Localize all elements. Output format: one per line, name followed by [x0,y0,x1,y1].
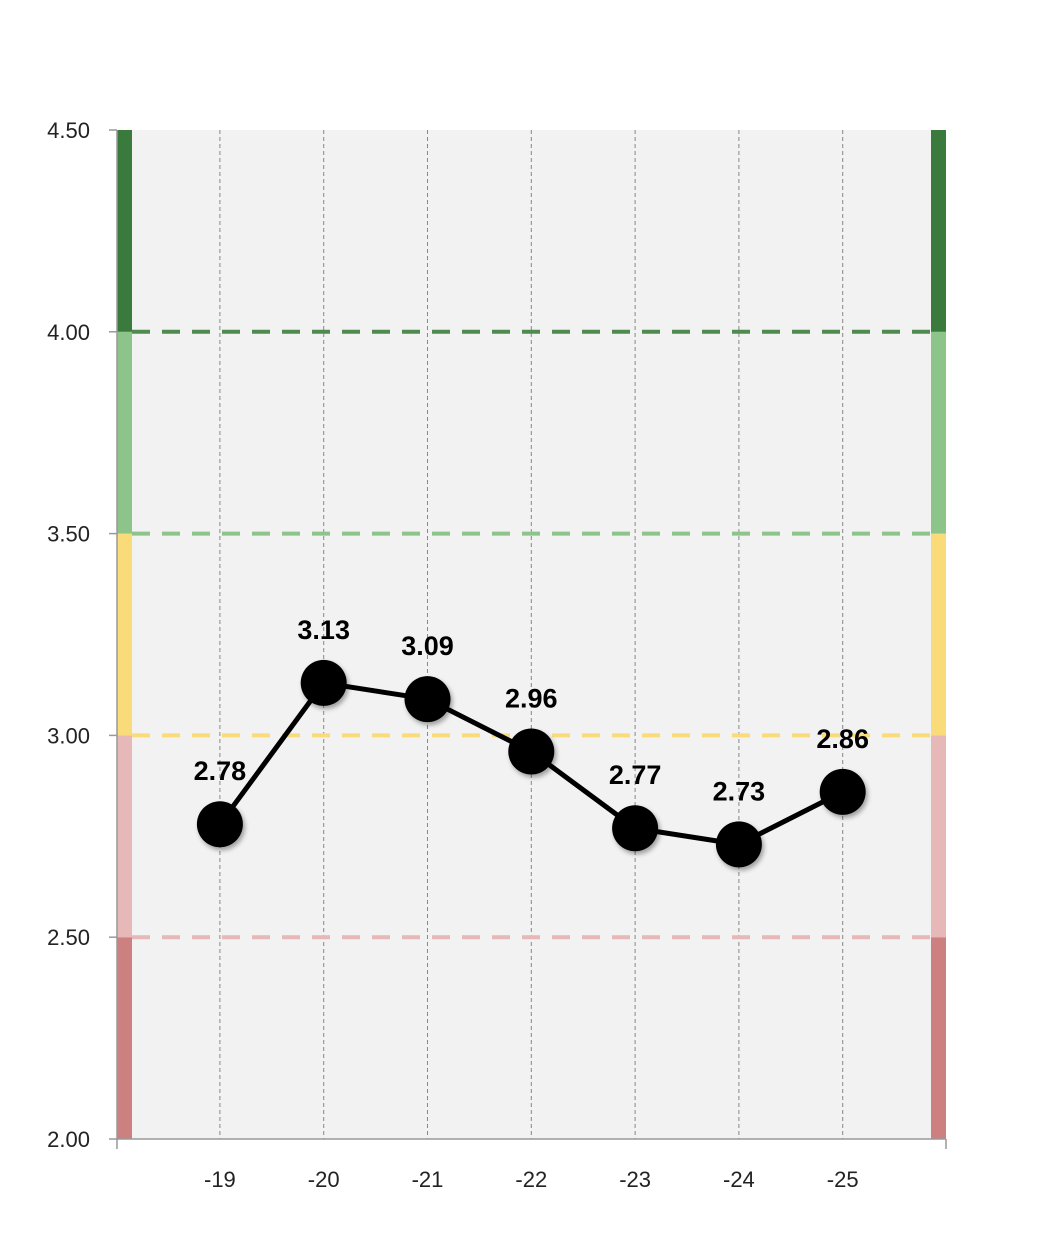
data-label-4: 2.77 [609,760,662,790]
x-tick-label-4: -23 [619,1167,651,1192]
band-right-0 [931,937,946,1139]
band-left-4 [117,130,132,332]
x-tick-label-2: -21 [412,1167,444,1192]
band-right-4 [931,130,946,332]
band-right-1 [931,735,946,938]
y-tick-label-1: 2.50 [47,925,90,950]
data-label-6: 2.86 [816,724,869,754]
x-tick-label-0: -19 [204,1167,236,1192]
data-point-0 [196,801,243,848]
x-tick-label-5: -24 [723,1167,755,1192]
band-right-2 [931,533,946,736]
y-tick-label-0: 2.00 [47,1127,90,1152]
band-bar-right [931,130,946,1139]
y-axis-ticks: 2.00 2.50 3.00 3.50 4.00 4.50 [47,118,117,1152]
data-label-5: 2.73 [713,776,766,806]
data-label-3: 2.96 [505,684,558,714]
axes [116,130,947,1149]
x-tick-label-3: -22 [515,1167,547,1192]
data-point-5 [715,821,762,868]
band-bar-left [117,130,132,1139]
band-left-2 [117,533,132,736]
data-point-6 [819,768,866,815]
band-right-3 [931,331,946,534]
threshold-lines [132,329,931,940]
data-label-0: 2.78 [194,756,247,786]
data-point-1 [300,659,347,706]
y-tick-label-5: 4.50 [47,118,90,143]
series-markers [196,659,866,868]
data-labels: 2.78 3.13 3.09 2.96 2.77 2.73 2.86 [194,615,869,806]
vertical-gridlines [219,130,844,1139]
data-label-2: 3.09 [401,631,454,661]
y-tick-label-3: 3.50 [47,522,90,547]
band-left-3 [117,331,132,534]
y-tick-label-2: 3.00 [47,723,90,748]
y-tick-label-4: 4.00 [47,320,90,345]
data-point-2 [404,676,451,723]
x-tick-label-1: -20 [308,1167,340,1192]
data-point-4 [612,805,659,852]
data-label-1: 3.13 [297,615,350,645]
band-left-0 [117,937,132,1139]
x-axis-ticks: -19 -20 -21 -22 -23 -24 -25 [204,1167,859,1192]
band-left-1 [117,735,132,938]
data-point-3 [508,728,555,775]
x-tick-label-6: -25 [827,1167,859,1192]
